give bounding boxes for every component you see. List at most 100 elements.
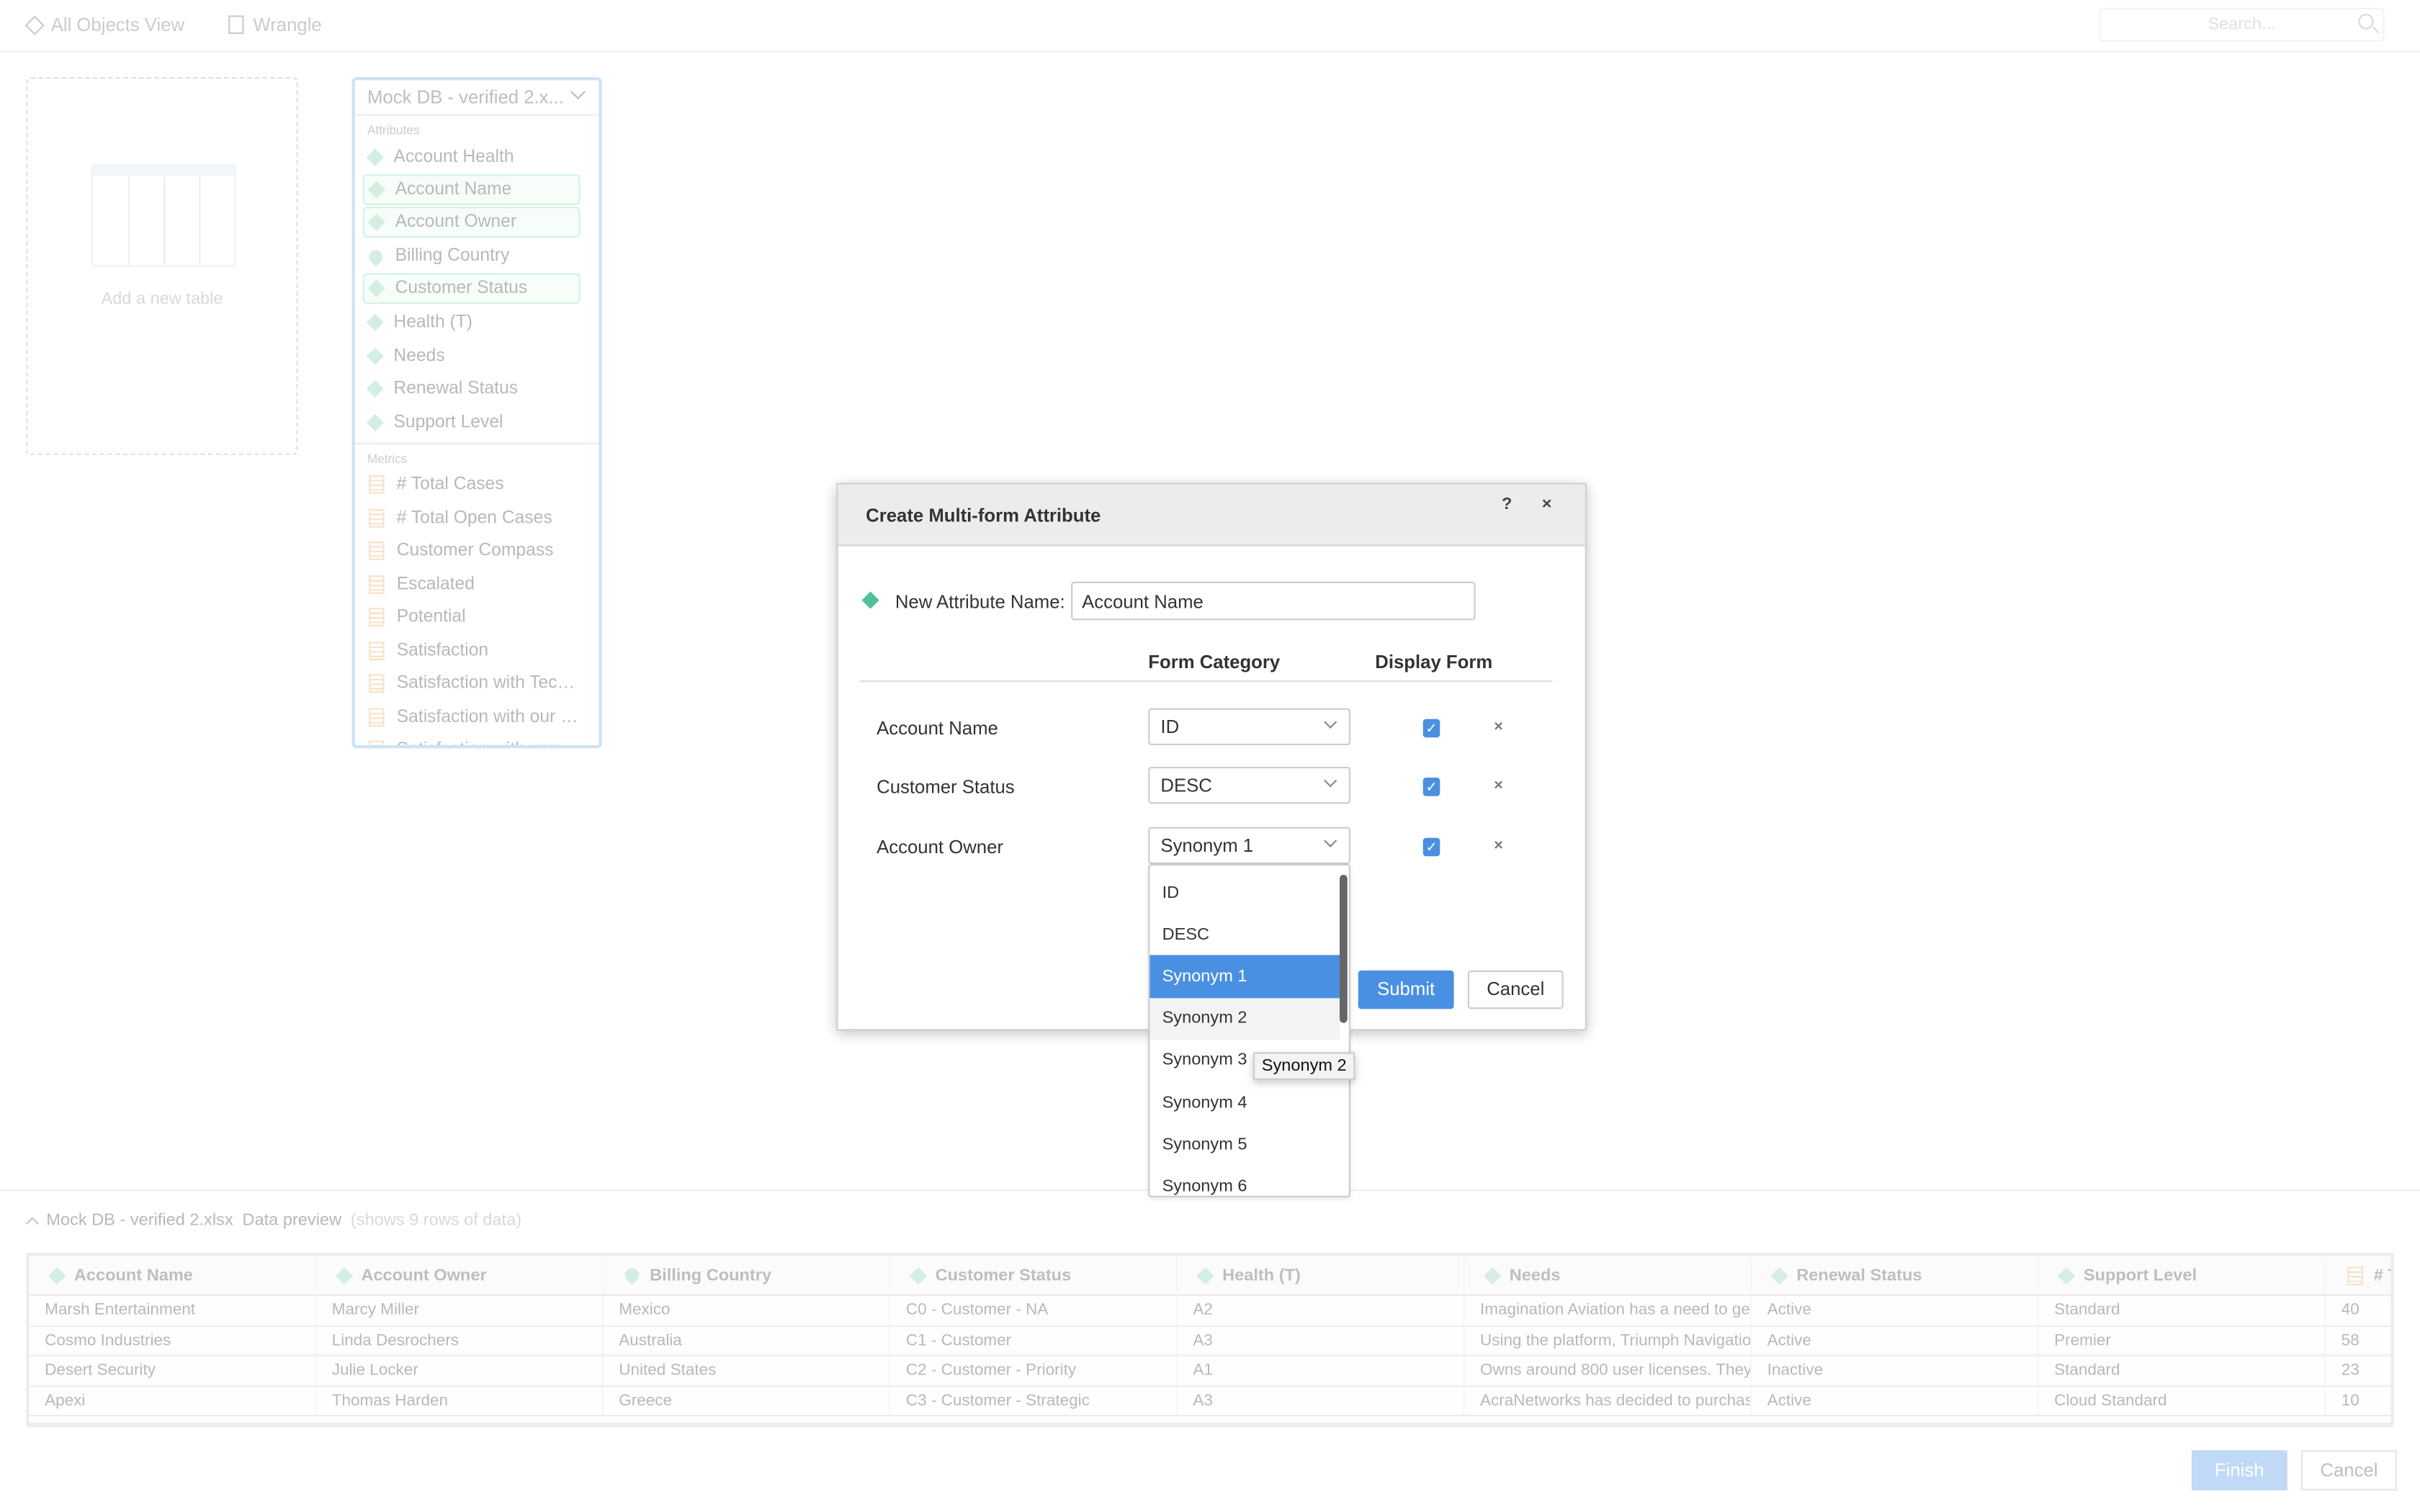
form-category-header: Form Category bbox=[1148, 651, 1281, 673]
nav-all-objects-view[interactable]: All Objects View bbox=[24, 14, 184, 35]
metric-item[interactable]: Customer Compass bbox=[355, 535, 599, 568]
column-header-label: Customer Status bbox=[935, 1266, 1072, 1284]
remove-row-icon[interactable]: × bbox=[1494, 837, 1503, 855]
table-cell: 58 bbox=[2326, 1326, 2390, 1355]
source-title: Mock DB - verified 2.x... bbox=[367, 86, 564, 108]
attribute-item[interactable]: Account Owner bbox=[362, 207, 581, 238]
metric-item[interactable]: Satisfaction with ven… bbox=[355, 734, 599, 745]
metric-item[interactable]: Satisfaction bbox=[355, 634, 599, 667]
diamond-outline-icon bbox=[24, 14, 45, 35]
search-icon[interactable] bbox=[2358, 14, 2374, 30]
column-header-label: Account Owner bbox=[361, 1266, 487, 1284]
dropdown-option[interactable]: Synonym 4 bbox=[1162, 1093, 1247, 1112]
finish-button[interactable]: Finish bbox=[2191, 1450, 2287, 1490]
dropdown-option[interactable]: Synonym 2 bbox=[1150, 997, 1340, 1040]
table-cell: Active bbox=[1752, 1296, 2039, 1325]
metric-item[interactable]: # Total Cases bbox=[355, 468, 599, 501]
dropdown-option[interactable]: Synonym 1 bbox=[1150, 955, 1340, 998]
metrics-heading: Metrics bbox=[367, 451, 408, 466]
nav-label: Wrangle bbox=[253, 14, 322, 36]
search-input[interactable]: Search... bbox=[2099, 7, 2385, 42]
dropdown-option[interactable]: DESC bbox=[1162, 925, 1210, 944]
attribute-list: Account Health Account Name Account Owner B… bbox=[355, 140, 599, 439]
column-header[interactable]: Renewal Status bbox=[1752, 1256, 2039, 1295]
footer-cancel-button[interactable]: Cancel bbox=[2301, 1450, 2397, 1490]
source-selector[interactable]: Mock DB - verified 2.x... bbox=[354, 80, 599, 116]
nav-wrangle[interactable]: Wrangle bbox=[228, 14, 322, 35]
table-cell: Premier bbox=[2039, 1326, 2326, 1355]
table-cell: Linda Desrochers bbox=[316, 1326, 604, 1355]
dropdown-option[interactable]: Synonym 3 bbox=[1162, 1051, 1247, 1070]
display-form-checkbox[interactable]: ✓ bbox=[1422, 719, 1440, 738]
attribute-label: Customer Status bbox=[395, 279, 528, 298]
dropdown-option[interactable]: Synonym 6 bbox=[1162, 1176, 1247, 1196]
attribute-item[interactable]: Renewal Status bbox=[355, 373, 599, 406]
column-header[interactable]: Needs bbox=[1465, 1256, 1752, 1295]
remove-row-icon[interactable]: × bbox=[1494, 778, 1503, 795]
metric-label: Escalated bbox=[396, 575, 475, 594]
form-category-select[interactable]: ID bbox=[1148, 708, 1350, 745]
display-form-header: Display Form bbox=[1375, 651, 1493, 673]
attribute-item[interactable]: Account Health bbox=[355, 140, 599, 174]
attribute-item[interactable]: Customer Status bbox=[362, 273, 581, 305]
attribute-label: Account Name bbox=[395, 179, 512, 199]
add-table-dropzone[interactable]: Add a new table bbox=[26, 77, 298, 456]
column-header[interactable]: Customer Status bbox=[890, 1256, 1178, 1295]
column-header[interactable]: Account Owner bbox=[316, 1256, 604, 1295]
cancel-button[interactable]: Cancel bbox=[1467, 970, 1564, 1009]
column-header[interactable]: Billing Country bbox=[604, 1256, 891, 1295]
metric-item[interactable]: Satisfaction with Tec… bbox=[355, 667, 599, 701]
data-preview-header[interactable]: Mock DB - verified 2.xlsx Data preview (… bbox=[25, 1211, 521, 1230]
metric-label: Satisfaction with ven… bbox=[397, 741, 576, 745]
attribute-item[interactable]: Billing Country bbox=[355, 240, 599, 273]
create-multiform-attribute-dialog: Create Multi-form Attribute ? × New Attr… bbox=[836, 482, 1587, 1031]
column-header[interactable]: Support Level bbox=[2039, 1256, 2326, 1295]
attribute-icon bbox=[366, 380, 384, 398]
submit-button[interactable]: Submit bbox=[1358, 970, 1454, 1009]
attribute-item[interactable]: Needs bbox=[355, 339, 599, 372]
table-row: Cosmo Industries Linda Desrochers Australi… bbox=[29, 1326, 2391, 1356]
column-header[interactable]: # T bbox=[2326, 1256, 2391, 1295]
metric-item[interactable]: Potential bbox=[355, 601, 599, 634]
table-cell: A3 bbox=[1178, 1386, 1465, 1416]
close-icon[interactable]: × bbox=[1541, 495, 1552, 514]
column-header[interactable]: Health (T) bbox=[1178, 1256, 1465, 1295]
dropdown-option[interactable]: ID bbox=[1162, 883, 1180, 902]
table-cell: AcraNetworks has decided to purchas. bbox=[1465, 1386, 1752, 1416]
geo-pin-icon bbox=[366, 246, 386, 266]
form-category-select[interactable]: DESC bbox=[1148, 767, 1350, 804]
attribute-item[interactable]: Account Name bbox=[362, 174, 581, 204]
metric-icon bbox=[369, 608, 385, 627]
column-header[interactable]: Account Name bbox=[30, 1256, 317, 1295]
metric-item[interactable]: # Total Open Cases bbox=[355, 501, 599, 534]
attribute-item[interactable]: Support Level bbox=[355, 406, 599, 439]
wrangle-icon bbox=[228, 15, 244, 35]
collapse-caret-icon[interactable] bbox=[25, 1216, 40, 1230]
dropdown-option[interactable]: Synonym 5 bbox=[1162, 1135, 1247, 1154]
metric-icon bbox=[369, 741, 385, 745]
table-cell: A1 bbox=[1178, 1356, 1465, 1385]
display-form-checkbox[interactable]: ✓ bbox=[1422, 837, 1440, 857]
dropdown-scrollbar[interactable] bbox=[1340, 875, 1348, 1023]
help-icon[interactable]: ? bbox=[1502, 495, 1512, 514]
select-value: DESC bbox=[1160, 774, 1212, 796]
table-cell: Inactive bbox=[1752, 1356, 2039, 1385]
metric-label: Satisfaction with Tec… bbox=[396, 674, 575, 693]
table-cell: Desert Security bbox=[30, 1356, 317, 1385]
add-table-label: Add a new table bbox=[101, 289, 223, 309]
attribute-item[interactable]: Health (T) bbox=[355, 306, 599, 339]
table-cell: 23 bbox=[2326, 1356, 2390, 1385]
metric-item[interactable]: Escalated bbox=[355, 568, 599, 601]
attribute-name-input[interactable] bbox=[1071, 581, 1476, 621]
chevron-down-icon bbox=[1324, 715, 1337, 729]
remove-row-icon[interactable]: × bbox=[1494, 719, 1503, 737]
display-form-checkbox[interactable]: ✓ bbox=[1422, 778, 1440, 796]
metric-item[interactable]: Satisfaction with our … bbox=[355, 701, 599, 734]
column-header-label: # T bbox=[2373, 1266, 2391, 1284]
table-cell: C3 - Customer - Strategic bbox=[890, 1386, 1178, 1416]
metric-label: # Total Open Cases bbox=[396, 508, 552, 528]
table-cell: Standard bbox=[2039, 1296, 2326, 1325]
form-category-select[interactable]: Synonym 1 bbox=[1148, 827, 1350, 864]
